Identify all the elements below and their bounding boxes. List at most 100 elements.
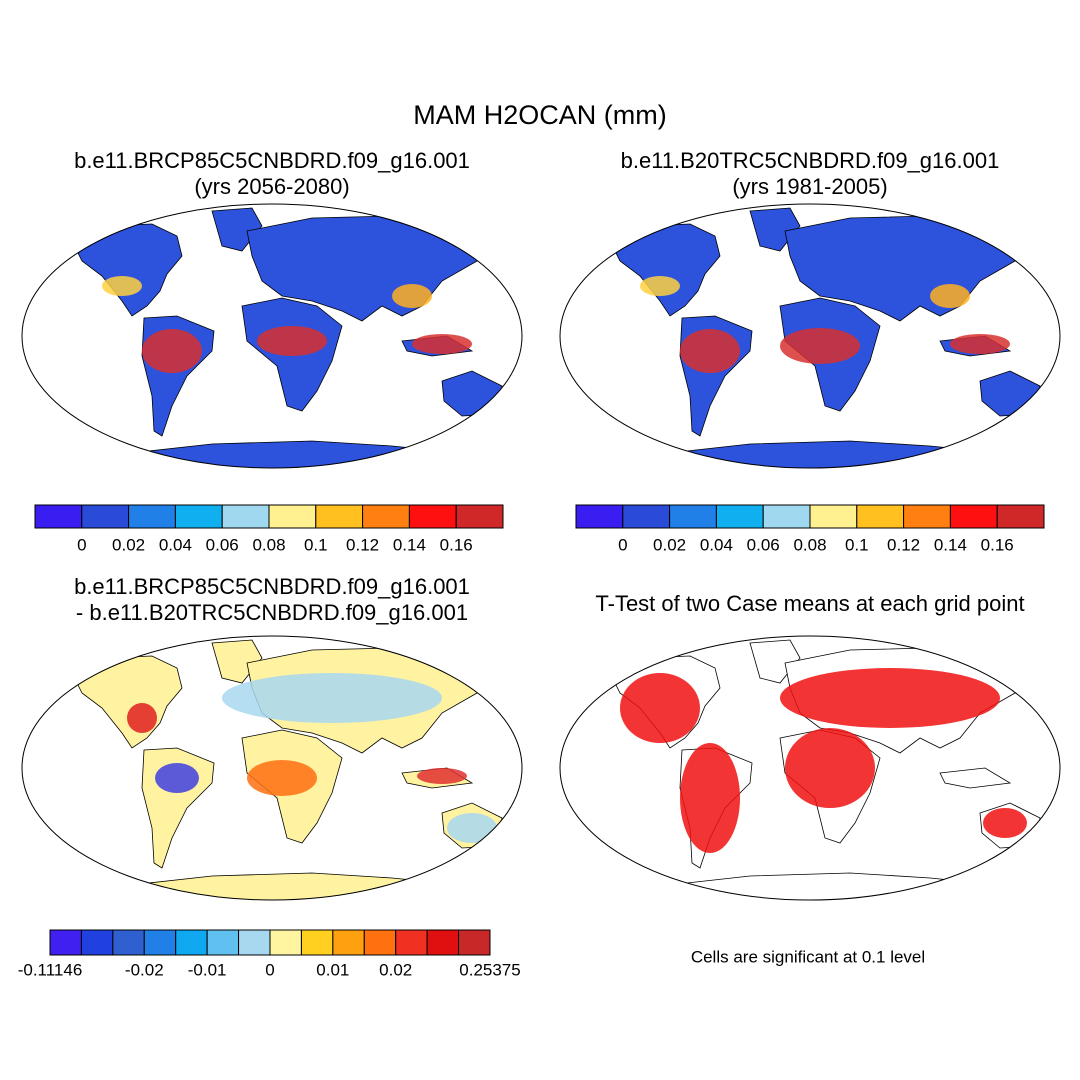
colorbar-box [903, 504, 951, 529]
colorbar-label: 0.01 [316, 960, 349, 979]
colorbar-box [458, 929, 491, 956]
colorbar-label: 0 [77, 535, 86, 554]
map-land [609, 207, 1041, 468]
colorbar-box [81, 504, 130, 529]
colorbar-box [128, 504, 176, 529]
panel-title: - b.e11.B20TRC5CNBDRD.f09_g16.001 [76, 600, 468, 625]
colorbar-label: 0.02 [112, 535, 145, 554]
panel-title: T-Test of two Case means at each grid po… [595, 591, 1024, 616]
figure-title: MAM H2OCAN (mm) [413, 100, 666, 130]
panel-title: (yrs 1981-2005) [732, 174, 887, 199]
colorbar-box [34, 504, 83, 529]
field-patch [780, 328, 860, 364]
colorbar-box [715, 504, 764, 529]
colorbar-label: 0.12 [887, 535, 920, 554]
map-land [609, 639, 1041, 900]
colorbar-label: 0 [265, 960, 274, 979]
map-land [71, 207, 503, 468]
field-patch [142, 329, 202, 373]
colorbar-label: 0.08 [252, 535, 285, 554]
colorbar-label: 0.04 [700, 535, 733, 554]
field-patch [447, 813, 497, 843]
panel-title: (yrs 2056-2080) [194, 174, 349, 199]
field-patch [412, 334, 472, 354]
colorbar-box [143, 929, 177, 956]
colorbar-box [269, 929, 302, 956]
field-patch [780, 668, 1000, 728]
colorbar-box [300, 929, 334, 956]
colorbar-box [363, 929, 397, 956]
colorbar-box [856, 504, 905, 529]
colorbar-box [238, 929, 271, 956]
colorbar-box [395, 929, 428, 956]
colorbar-label: 0.02 [653, 535, 686, 554]
colorbar-box [206, 929, 240, 956]
colorbar-label: 0.1 [304, 535, 328, 554]
field-patch [785, 728, 875, 808]
colorbar-label: 0.1 [845, 535, 869, 554]
field-patch [417, 768, 467, 784]
colorbar-label: 0.25375 [459, 960, 520, 979]
colorbar-box [408, 504, 457, 529]
panel-title: b.e11.BRCP85C5CNBDRD.f09_g16.001 [74, 148, 470, 173]
colorbar-box [669, 504, 717, 529]
colorbar-label: 0.12 [346, 535, 379, 554]
map-border [559, 203, 1061, 469]
field-patch [247, 760, 317, 796]
map [21, 635, 523, 901]
panel-title: b.e11.B20TRC5CNBDRD.f09_g16.001 [621, 148, 1000, 173]
field-patch [680, 743, 740, 853]
field-patch [640, 276, 680, 296]
colorbar-box [49, 929, 82, 956]
colorbar-label: 0.08 [793, 535, 826, 554]
field-patch [155, 763, 199, 793]
colorbar-box [809, 504, 858, 529]
map [21, 203, 523, 469]
field-patch [222, 673, 442, 723]
colorbar-label: -0.01 [188, 960, 227, 979]
colorbar-label: 0.14 [934, 535, 967, 554]
colorbar-box [455, 504, 504, 529]
map-border [21, 203, 523, 469]
map-border [559, 635, 1061, 901]
colorbar-box [762, 504, 811, 529]
colorbar-label: -0.02 [125, 960, 164, 979]
field-patch [620, 673, 700, 743]
colorbar-label: 0.06 [206, 535, 239, 554]
field-patch [257, 326, 327, 356]
note: Cells are significant at 0.1 level [691, 947, 925, 966]
panel-title: b.e11.BRCP85C5CNBDRD.f09_g16.001 [74, 574, 470, 599]
colorbar-label: 0.14 [393, 535, 426, 554]
colorbar-box [996, 504, 1045, 529]
map-land [71, 639, 503, 900]
colorbar-box [575, 504, 624, 529]
field-patch [102, 276, 142, 296]
colorbar-label: 0.06 [747, 535, 780, 554]
map [559, 203, 1061, 469]
colorbar-box [332, 929, 365, 956]
colorbar-label: 0.16 [981, 535, 1014, 554]
field-patch [983, 808, 1027, 838]
field-patch [930, 284, 970, 308]
colorbar-box [268, 504, 317, 529]
colorbar-label: 0 [618, 535, 627, 554]
colorbar-box [175, 929, 208, 956]
field-patch [950, 334, 1010, 354]
field-patch [680, 329, 740, 373]
colorbar-label: 0.16 [440, 535, 473, 554]
map-border [21, 635, 523, 901]
colorbar-box [426, 929, 460, 956]
colorbar-box [949, 504, 998, 529]
colorbar-box [622, 504, 671, 529]
field-patch [392, 284, 432, 308]
colorbar-box [112, 929, 145, 956]
colorbar-box [80, 929, 114, 956]
colorbar-box [315, 504, 364, 529]
map [559, 635, 1061, 901]
colorbar-label: 0.04 [159, 535, 192, 554]
colorbar-box [221, 504, 270, 529]
colorbar-label: -0.11146 [18, 960, 83, 979]
colorbar-box [362, 504, 410, 529]
colorbar-label: 0.02 [379, 960, 412, 979]
